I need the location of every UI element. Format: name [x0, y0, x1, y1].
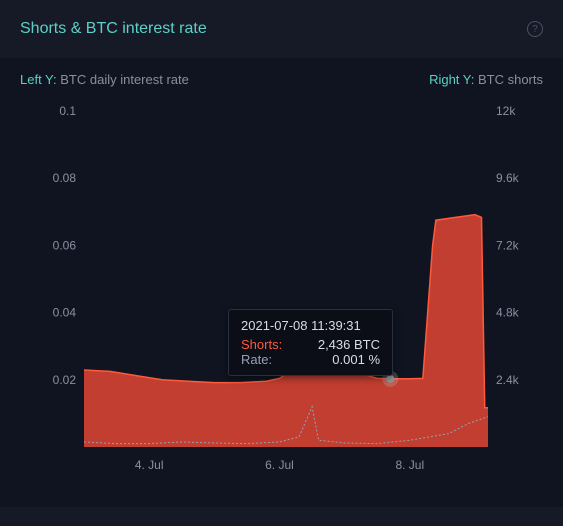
y-right-tick: 2.4k [496, 373, 520, 387]
chart-plot-area[interactable]: 0.1 0.08 0.06 0.04 0.02 12k 9.6k 7.2k 4.8k 2.4k 4.… [20, 97, 543, 487]
y-right-tick: 12k [496, 104, 516, 118]
chart-svg: 0.1 0.08 0.06 0.04 0.02 12k 9.6k 7.2k 4.8k 2.4k 4.… [20, 97, 543, 487]
tooltip-shorts-value: 2,436 BTC [318, 337, 380, 352]
left-axis-label: Left Y: BTC daily interest rate [20, 72, 189, 87]
y-left-tick: 0.08 [53, 171, 77, 185]
x-tick: 8. Jul [395, 458, 424, 472]
x-tick: 4. Jul [135, 458, 164, 472]
tooltip-timestamp: 2021-07-08 11:39:31 [241, 318, 380, 333]
y-left-tick: 0.04 [53, 306, 77, 320]
panel-title: Shorts & BTC interest rate [20, 20, 207, 38]
tooltip-shorts-label: Shorts: [241, 337, 282, 352]
y-left-tick: 0.1 [59, 104, 76, 118]
right-axis-label: Right Y: BTC shorts [429, 72, 543, 87]
help-icon[interactable]: ? [527, 21, 543, 37]
chart-container: Left Y: BTC daily interest rate Right Y:… [0, 58, 563, 507]
y-right-tick: 7.2k [496, 238, 520, 252]
y-right-tick: 9.6k [496, 171, 520, 185]
tooltip-rate-label: Rate: [241, 352, 272, 367]
y-left-tick: 0.06 [53, 238, 77, 252]
tooltip-rate-value: 0.001 % [332, 352, 380, 367]
chart-tooltip: 2021-07-08 11:39:31 Shorts: 2,436 BTC Ra… [228, 309, 393, 376]
chart-panel: Shorts & BTC interest rate ? Left Y: BTC… [0, 0, 563, 526]
axis-legend: Left Y: BTC daily interest rate Right Y:… [20, 72, 543, 87]
x-tick: 6. Jul [265, 458, 294, 472]
panel-header: Shorts & BTC interest rate ? [0, 20, 563, 48]
y-right-tick: 4.8k [496, 306, 520, 320]
y-left-tick: 0.02 [53, 373, 77, 387]
